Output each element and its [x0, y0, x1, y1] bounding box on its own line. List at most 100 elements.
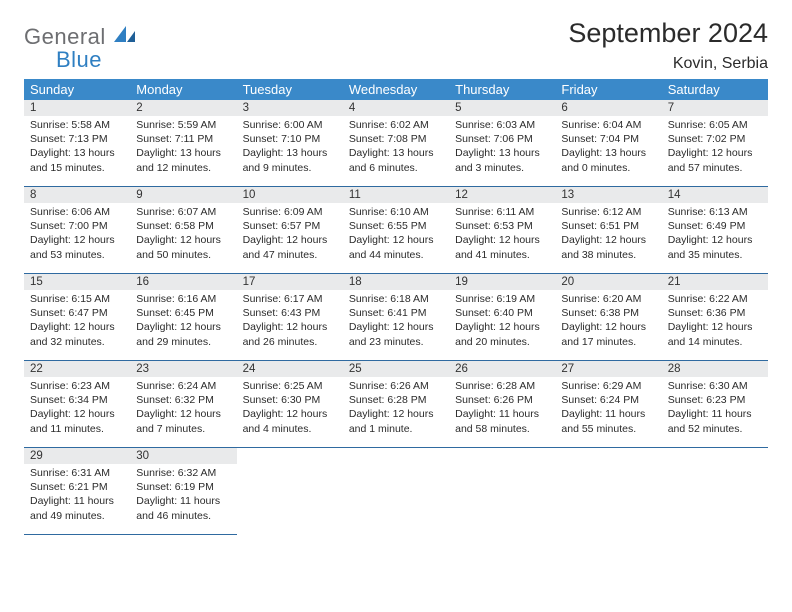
day-details: Sunrise: 6:23 AMSunset: 6:34 PMDaylight:…	[24, 377, 130, 442]
logo-sail-icon	[114, 26, 136, 44]
sunset-text: Sunset: 7:08 PM	[349, 132, 443, 146]
day-details: Sunrise: 6:11 AMSunset: 6:53 PMDaylight:…	[449, 203, 555, 268]
sunset-text: Sunset: 6:28 PM	[349, 393, 443, 407]
day-number: 15	[24, 274, 130, 290]
day-details: Sunrise: 6:16 AMSunset: 6:45 PMDaylight:…	[130, 290, 236, 355]
calendar-day-cell: 10Sunrise: 6:09 AMSunset: 6:57 PMDayligh…	[237, 187, 343, 274]
daylight-text-2: and 1 minute.	[349, 422, 443, 436]
day-details: Sunrise: 6:18 AMSunset: 6:41 PMDaylight:…	[343, 290, 449, 355]
daylight-text-2: and 35 minutes.	[668, 248, 762, 262]
calendar-week-row: 15Sunrise: 6:15 AMSunset: 6:47 PMDayligh…	[24, 274, 768, 361]
calendar-day-cell: 17Sunrise: 6:17 AMSunset: 6:43 PMDayligh…	[237, 274, 343, 361]
sunrise-text: Sunrise: 6:22 AM	[668, 292, 762, 306]
day-number: 12	[449, 187, 555, 203]
logo-text: General Blue	[24, 24, 136, 71]
sunset-text: Sunset: 6:38 PM	[561, 306, 655, 320]
daylight-text-1: Daylight: 11 hours	[668, 407, 762, 421]
calendar-day-cell: 24Sunrise: 6:25 AMSunset: 6:30 PMDayligh…	[237, 361, 343, 448]
sunrise-text: Sunrise: 6:16 AM	[136, 292, 230, 306]
calendar-day-cell: 19Sunrise: 6:19 AMSunset: 6:40 PMDayligh…	[449, 274, 555, 361]
day-number: 11	[343, 187, 449, 203]
weekday-header: Friday	[555, 79, 661, 100]
calendar-day-cell	[555, 448, 661, 535]
calendar-week-row: 22Sunrise: 6:23 AMSunset: 6:34 PMDayligh…	[24, 361, 768, 448]
daylight-text-1: Daylight: 12 hours	[136, 407, 230, 421]
sunrise-text: Sunrise: 5:58 AM	[30, 118, 124, 132]
sunset-text: Sunset: 6:19 PM	[136, 480, 230, 494]
day-details: Sunrise: 6:06 AMSunset: 7:00 PMDaylight:…	[24, 203, 130, 268]
sunrise-text: Sunrise: 6:04 AM	[561, 118, 655, 132]
sunrise-text: Sunrise: 6:26 AM	[349, 379, 443, 393]
calendar-day-cell: 9Sunrise: 6:07 AMSunset: 6:58 PMDaylight…	[130, 187, 236, 274]
calendar-week-row: 8Sunrise: 6:06 AMSunset: 7:00 PMDaylight…	[24, 187, 768, 274]
sunset-text: Sunset: 6:43 PM	[243, 306, 337, 320]
daylight-text-1: Daylight: 12 hours	[349, 407, 443, 421]
daylight-text-1: Daylight: 12 hours	[561, 233, 655, 247]
daylight-text-1: Daylight: 12 hours	[136, 233, 230, 247]
day-details: Sunrise: 6:30 AMSunset: 6:23 PMDaylight:…	[662, 377, 768, 442]
calendar-day-cell: 8Sunrise: 6:06 AMSunset: 7:00 PMDaylight…	[24, 187, 130, 274]
day-number: 10	[237, 187, 343, 203]
daylight-text-1: Daylight: 11 hours	[136, 494, 230, 508]
calendar-day-cell: 18Sunrise: 6:18 AMSunset: 6:41 PMDayligh…	[343, 274, 449, 361]
daylight-text-1: Daylight: 12 hours	[30, 233, 124, 247]
calendar-day-cell	[237, 448, 343, 535]
calendar-day-cell: 7Sunrise: 6:05 AMSunset: 7:02 PMDaylight…	[662, 100, 768, 187]
calendar-day-cell: 1Sunrise: 5:58 AMSunset: 7:13 PMDaylight…	[24, 100, 130, 187]
sunset-text: Sunset: 7:04 PM	[561, 132, 655, 146]
sunset-text: Sunset: 7:10 PM	[243, 132, 337, 146]
sunset-text: Sunset: 7:11 PM	[136, 132, 230, 146]
day-number: 19	[449, 274, 555, 290]
weekday-header: Monday	[130, 79, 236, 100]
sunrise-text: Sunrise: 6:18 AM	[349, 292, 443, 306]
daylight-text-2: and 26 minutes.	[243, 335, 337, 349]
daylight-text-2: and 11 minutes.	[30, 422, 124, 436]
sunrise-text: Sunrise: 6:07 AM	[136, 205, 230, 219]
day-number: 1	[24, 100, 130, 116]
daylight-text-1: Daylight: 12 hours	[349, 320, 443, 334]
calendar-day-cell: 3Sunrise: 6:00 AMSunset: 7:10 PMDaylight…	[237, 100, 343, 187]
sunrise-text: Sunrise: 6:29 AM	[561, 379, 655, 393]
header: General Blue September 2024 Kovin, Serbi…	[24, 18, 768, 73]
sunrise-text: Sunrise: 6:12 AM	[561, 205, 655, 219]
weekday-header: Tuesday	[237, 79, 343, 100]
day-details: Sunrise: 6:26 AMSunset: 6:28 PMDaylight:…	[343, 377, 449, 442]
logo-word-2: Blue	[56, 48, 102, 71]
sunrise-text: Sunrise: 6:10 AM	[349, 205, 443, 219]
sunrise-text: Sunrise: 6:17 AM	[243, 292, 337, 306]
weekday-header: Saturday	[662, 79, 768, 100]
sunset-text: Sunset: 6:53 PM	[455, 219, 549, 233]
day-details: Sunrise: 6:07 AMSunset: 6:58 PMDaylight:…	[130, 203, 236, 268]
daylight-text-2: and 57 minutes.	[668, 161, 762, 175]
day-details: Sunrise: 6:02 AMSunset: 7:08 PMDaylight:…	[343, 116, 449, 181]
daylight-text-1: Daylight: 13 hours	[349, 146, 443, 160]
day-number: 24	[237, 361, 343, 377]
day-number: 14	[662, 187, 768, 203]
sunrise-text: Sunrise: 6:30 AM	[668, 379, 762, 393]
sunrise-text: Sunrise: 6:24 AM	[136, 379, 230, 393]
calendar-week-row: 1Sunrise: 5:58 AMSunset: 7:13 PMDaylight…	[24, 100, 768, 187]
daylight-text-2: and 50 minutes.	[136, 248, 230, 262]
daylight-text-2: and 29 minutes.	[136, 335, 230, 349]
day-number: 21	[662, 274, 768, 290]
sunrise-text: Sunrise: 6:19 AM	[455, 292, 549, 306]
calendar-day-cell: 27Sunrise: 6:29 AMSunset: 6:24 PMDayligh…	[555, 361, 661, 448]
sunrise-text: Sunrise: 6:31 AM	[30, 466, 124, 480]
day-details: Sunrise: 6:22 AMSunset: 6:36 PMDaylight:…	[662, 290, 768, 355]
day-number: 28	[662, 361, 768, 377]
sunrise-text: Sunrise: 6:13 AM	[668, 205, 762, 219]
daylight-text-2: and 6 minutes.	[349, 161, 443, 175]
sunset-text: Sunset: 6:40 PM	[455, 306, 549, 320]
daylight-text-1: Daylight: 12 hours	[349, 233, 443, 247]
calendar-day-cell: 23Sunrise: 6:24 AMSunset: 6:32 PMDayligh…	[130, 361, 236, 448]
daylight-text-2: and 3 minutes.	[455, 161, 549, 175]
daylight-text-2: and 58 minutes.	[455, 422, 549, 436]
day-details: Sunrise: 6:04 AMSunset: 7:04 PMDaylight:…	[555, 116, 661, 181]
sunrise-text: Sunrise: 6:06 AM	[30, 205, 124, 219]
daylight-text-1: Daylight: 12 hours	[136, 320, 230, 334]
logo: General Blue	[24, 18, 136, 71]
day-number: 22	[24, 361, 130, 377]
daylight-text-2: and 38 minutes.	[561, 248, 655, 262]
day-number: 6	[555, 100, 661, 116]
weekday-header-row: Sunday Monday Tuesday Wednesday Thursday…	[24, 79, 768, 100]
